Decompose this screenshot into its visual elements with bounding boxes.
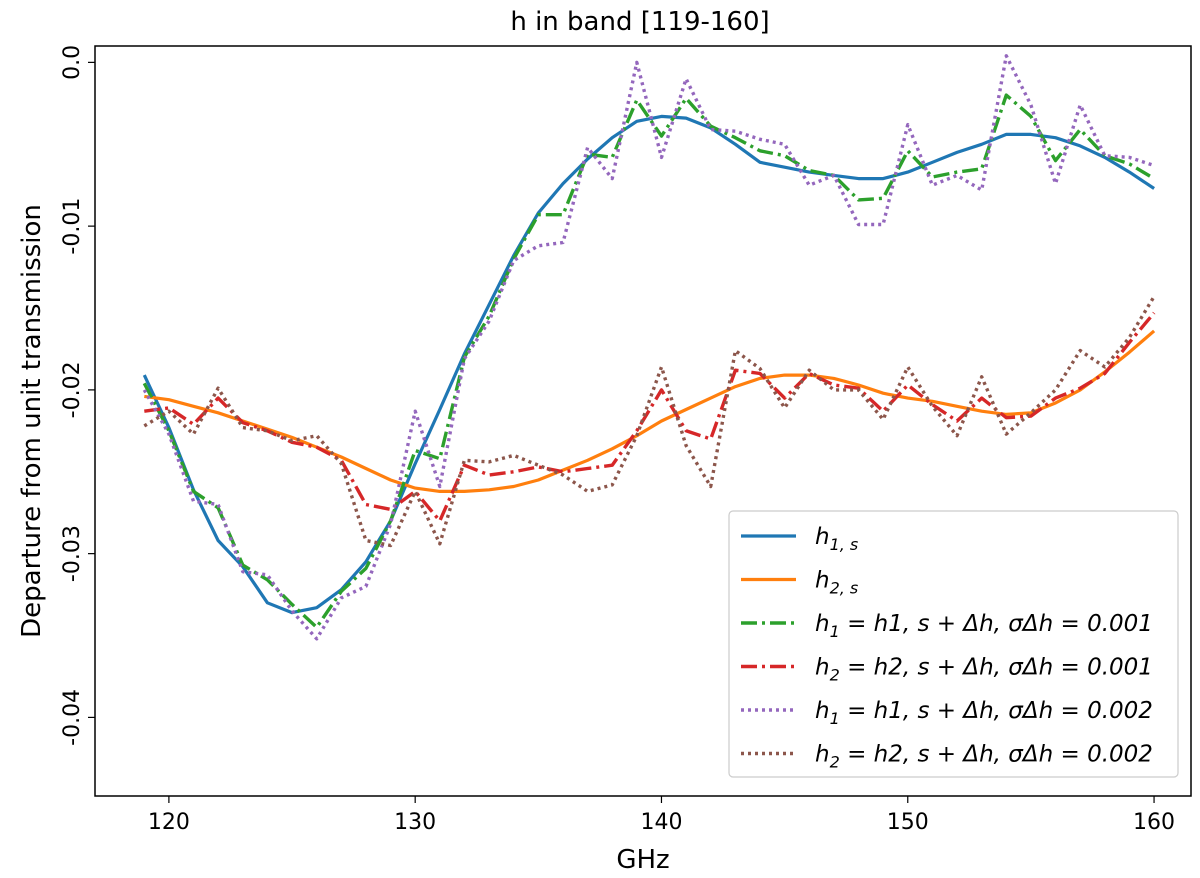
legend-label-3: h1 = h1, s + Δh, σΔh = 0.001 bbox=[815, 611, 1153, 641]
legend-box bbox=[728, 510, 1179, 778]
legend: h1, s h2, s h1 = h1, s + Δh, σΔh = 0.001 h2… bbox=[728, 510, 1179, 778]
y-tick-label: -0.01 bbox=[60, 198, 85, 255]
x-tick-label: 160 bbox=[1133, 810, 1175, 835]
x-tick-label: 120 bbox=[148, 810, 190, 835]
legend-label-6: h2 = h2, s + Δh, σΔh = 0.002 bbox=[815, 742, 1153, 772]
legend-label-5: h1 = h1, s + Δh, σΔh = 0.002 bbox=[815, 698, 1153, 728]
y-tick-label: -0.04 bbox=[60, 689, 85, 746]
legend-label-1: h1, s bbox=[815, 524, 858, 554]
series-line-6 bbox=[143, 295, 1156, 548]
legend-label-2: h2, s bbox=[815, 568, 858, 598]
x-tick-label: 150 bbox=[887, 810, 929, 835]
y-tick-label: -0.03 bbox=[60, 525, 85, 582]
series-line-4 bbox=[144, 311, 1156, 523]
series-line-1 bbox=[142, 114, 1155, 615]
series-line-3 bbox=[142, 93, 1155, 629]
series-layer bbox=[142, 54, 1156, 641]
y-axis-title: Departure from unit transmission bbox=[17, 204, 47, 638]
x-tick-label: 130 bbox=[394, 810, 436, 835]
x-axis-title: GHz bbox=[616, 845, 669, 875]
y-axis-ticks: 0.0 -0.01 -0.02 -0.03 -0.04 bbox=[60, 45, 95, 746]
y-tick-label: 0.0 bbox=[60, 45, 85, 80]
legend-label-4: h2 = h2, s + Δh, σΔh = 0.001 bbox=[815, 655, 1153, 685]
plot-frame bbox=[94, 45, 1192, 797]
series-line-2 bbox=[144, 329, 1156, 493]
chart-title: h in band [119-160] bbox=[510, 7, 769, 37]
y-tick-label: -0.02 bbox=[60, 361, 85, 418]
x-tick-label: 140 bbox=[640, 810, 682, 835]
x-axis-ticks: 120 130 140 150 160 bbox=[148, 796, 1175, 835]
series-line-5 bbox=[142, 54, 1155, 641]
